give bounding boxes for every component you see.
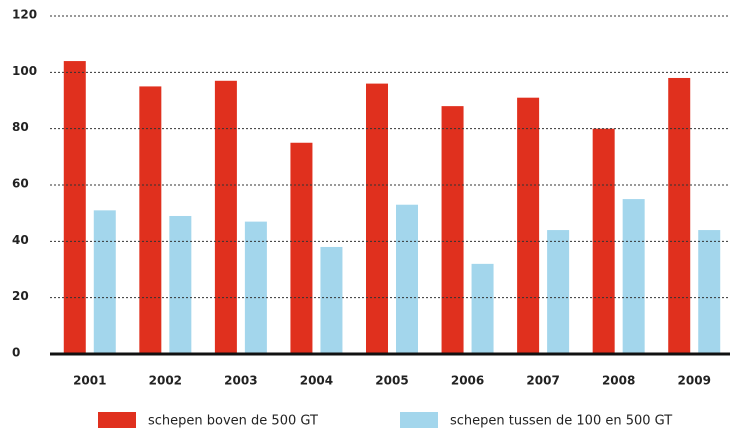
- y-tick-label: 40: [12, 233, 29, 247]
- y-tick-label: 20: [12, 289, 29, 303]
- bar: [622, 199, 645, 354]
- legend-label: schepen boven de 500 GT: [148, 414, 318, 429]
- bar: [698, 230, 721, 354]
- bar: [244, 221, 267, 354]
- bar: [169, 215, 192, 354]
- bar: [63, 61, 86, 355]
- bar: [320, 246, 343, 354]
- y-tick-label: 100: [12, 64, 37, 78]
- legend-swatch: [400, 412, 438, 428]
- bar: [396, 204, 418, 354]
- bar: [290, 142, 313, 354]
- bar: [441, 106, 464, 354]
- bar: [139, 86, 162, 355]
- x-tick-label: 2001: [73, 374, 106, 388]
- bar: [547, 230, 570, 354]
- y-tick-label: 80: [12, 120, 29, 134]
- x-tick-label: 2007: [526, 374, 559, 388]
- bar: [93, 210, 116, 354]
- y-tick-label: 120: [12, 8, 37, 22]
- x-tick-label: 2005: [375, 374, 408, 388]
- bar: [471, 263, 494, 354]
- x-tick-label: 2006: [451, 374, 484, 388]
- legend-swatch: [98, 412, 136, 428]
- x-tick-label: 2003: [224, 374, 257, 388]
- bar: [366, 83, 388, 354]
- bar: [214, 80, 237, 355]
- x-tick-label: 2009: [678, 374, 711, 388]
- bar: [517, 97, 540, 354]
- y-tick-label: 0: [12, 346, 20, 360]
- x-tick-label: 2008: [602, 374, 635, 388]
- y-tick-label: 60: [12, 177, 29, 191]
- bar: [668, 77, 691, 354]
- legend-label: schepen tussen de 100 en 500 GT: [450, 414, 672, 429]
- x-tick-label: 2004: [300, 374, 333, 388]
- x-tick-label: 2002: [149, 374, 182, 388]
